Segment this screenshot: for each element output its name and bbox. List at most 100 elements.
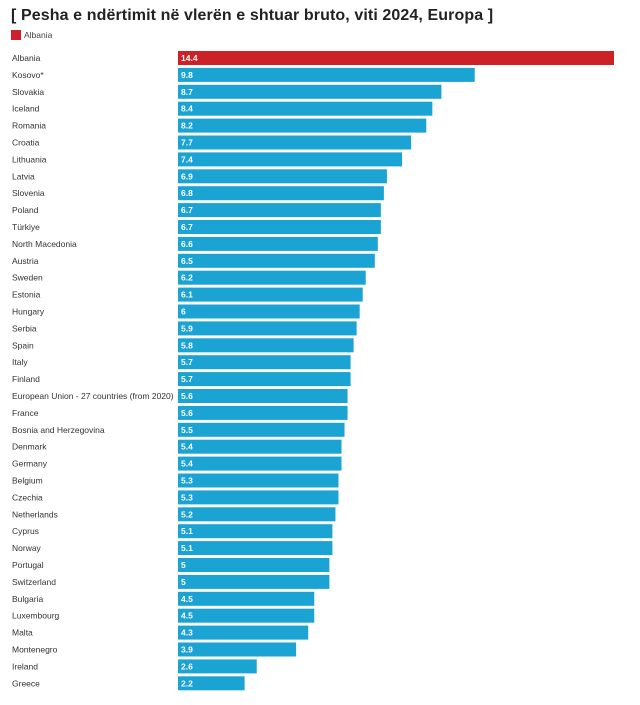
category-label-greece: Greece	[12, 678, 40, 688]
category-label-european-union-27-countries-from-2020: European Union - 27 countries (from 2020…	[12, 391, 174, 401]
value-label-netherlands: 5.2	[181, 509, 193, 519]
chart-legend: Albania	[11, 30, 52, 40]
category-label-lithuania: Lithuania	[12, 154, 47, 164]
category-label-cyprus: Cyprus	[12, 526, 39, 536]
category-label-latvia: Latvia	[12, 171, 35, 181]
value-label-north-macedonia: 6.6	[181, 239, 193, 249]
legend-swatch-albania	[11, 30, 21, 40]
category-label-switzerland: Switzerland	[12, 577, 56, 587]
bar-portugal	[178, 558, 330, 572]
bar-luxembourg	[178, 608, 315, 623]
value-label-serbia: 5.9	[181, 323, 193, 333]
bar-hungary	[178, 304, 360, 319]
bar-estonia	[178, 287, 363, 302]
category-label-slovakia: Slovakia	[12, 87, 44, 97]
value-label-iceland: 8.4	[181, 104, 193, 114]
category-label-norway: Norway	[12, 543, 42, 553]
value-label-estonia: 6.1	[181, 290, 193, 300]
value-label-slovenia: 6.8	[181, 188, 193, 198]
bar-latvia	[178, 169, 387, 184]
category-label-bosnia-and-herzegovina: Bosnia and Herzegovina	[12, 425, 105, 435]
category-label-portugal: Portugal	[12, 560, 44, 570]
category-label-albania: Albania	[12, 53, 41, 63]
value-label-poland: 6.7	[181, 205, 193, 215]
value-label-bosnia-and-herzegovina: 5.5	[181, 425, 193, 435]
category-label-austria: Austria	[12, 256, 39, 266]
value-label-european-union-27-countries-from-2020: 5.6	[181, 391, 193, 401]
category-label-montenegro: Montenegro	[12, 645, 58, 655]
bar-kosovo	[178, 67, 475, 82]
value-label-slovakia: 8.7	[181, 87, 193, 97]
bar-poland	[178, 203, 381, 218]
category-label-italy: Italy	[12, 357, 28, 367]
bar-slovakia	[178, 84, 442, 99]
category-label-croatia: Croatia	[12, 138, 40, 148]
category-label-hungary: Hungary	[12, 307, 45, 317]
category-label-finland: Finland	[12, 374, 40, 384]
value-label-montenegro: 3.9	[181, 645, 193, 655]
value-label-portugal: 5	[181, 560, 186, 570]
value-label-germany: 5.4	[181, 459, 193, 469]
bar-sweden	[178, 270, 366, 285]
bar-germany	[178, 456, 342, 471]
bar-belgium	[178, 473, 339, 488]
category-label-slovenia: Slovenia	[12, 188, 45, 198]
category-label-north-macedonia: North Macedonia	[12, 239, 77, 249]
bar-netherlands	[178, 507, 336, 522]
category-label-sweden: Sweden	[12, 273, 43, 283]
category-label-netherlands: Netherlands	[12, 509, 58, 519]
bar-bulgaria	[178, 591, 315, 606]
value-label-spain: 5.8	[181, 340, 193, 350]
value-label-ireland: 2.6	[181, 661, 193, 671]
category-label-france: France	[12, 408, 39, 418]
category-label-iceland: Iceland	[12, 104, 40, 114]
bar-malta	[178, 625, 309, 640]
category-label-poland: Poland	[12, 205, 39, 215]
category-label-estonia: Estonia	[12, 290, 41, 300]
bar-iceland	[178, 101, 433, 116]
bar-finland	[178, 372, 351, 387]
value-label-finland: 5.7	[181, 374, 193, 384]
value-label-sweden: 6.2	[181, 273, 193, 283]
value-label-norway: 5.1	[181, 543, 193, 553]
bar-austria	[178, 253, 375, 268]
category-label-romania: Romania	[12, 121, 46, 131]
bar-albania	[178, 51, 614, 65]
bar-slovenia	[178, 186, 384, 201]
bar-t-rkiye	[178, 220, 381, 234]
value-label-malta: 4.3	[181, 628, 193, 638]
category-label-t-rkiye: Türkiye	[12, 222, 40, 232]
value-label-denmark: 5.4	[181, 442, 193, 452]
value-label-czechia: 5.3	[181, 492, 193, 502]
value-label-lithuania: 7.4	[181, 154, 193, 164]
chart-title: [ Pesha e ndërtimit në vlerën e shtuar b…	[11, 7, 494, 24]
category-label-czechia: Czechia	[12, 492, 43, 502]
category-label-kosovo: Kosovo*	[12, 70, 44, 80]
bar-romania	[178, 118, 427, 133]
value-label-austria: 6.5	[181, 256, 193, 266]
category-label-serbia: Serbia	[12, 323, 37, 333]
bar-france	[178, 405, 348, 420]
value-label-romania: 8.2	[181, 121, 193, 131]
category-label-belgium: Belgium	[12, 476, 43, 486]
value-label-bulgaria: 4.5	[181, 594, 193, 604]
bar-european-union-27-countries-from-2020	[178, 389, 348, 403]
bar-ireland	[178, 659, 257, 674]
value-label-croatia: 7.7	[181, 138, 193, 148]
category-label-spain: Spain	[12, 340, 34, 350]
bar-cyprus	[178, 524, 333, 539]
category-label-luxembourg: Luxembourg	[12, 611, 60, 621]
category-label-malta: Malta	[12, 628, 33, 638]
category-label-germany: Germany	[12, 459, 48, 469]
bar-denmark	[178, 439, 342, 454]
value-label-cyprus: 5.1	[181, 526, 193, 536]
value-label-hungary: 6	[181, 307, 186, 317]
bar-switzerland	[178, 574, 330, 589]
bar-czechia	[178, 490, 339, 505]
bar-norway	[178, 541, 333, 556]
bar-italy	[178, 355, 351, 370]
bar-greece	[178, 676, 245, 691]
bar-bosnia-and-herzegovina	[178, 422, 345, 437]
category-label-bulgaria: Bulgaria	[12, 594, 43, 604]
value-label-switzerland: 5	[181, 577, 186, 587]
